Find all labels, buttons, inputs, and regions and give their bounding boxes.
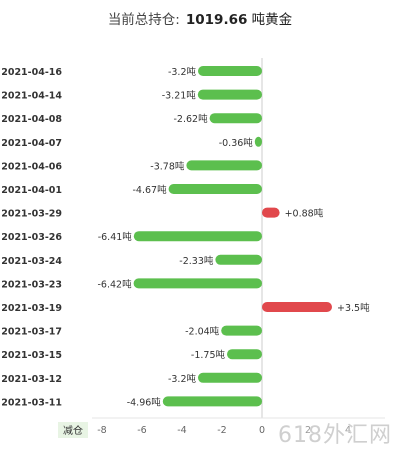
value-label: -1.75吨: [191, 349, 226, 361]
x-tick-label: -8: [97, 425, 106, 436]
category-label: 2021-04-16: [1, 67, 62, 78]
category-label: 2021-03-19: [1, 303, 62, 314]
bar: [168, 184, 262, 194]
bar: [133, 231, 262, 242]
category-label: 2021-03-15: [1, 350, 62, 361]
title-value: 1019.66: [185, 12, 248, 28]
category-label: 2021-04-08: [1, 114, 62, 125]
bar: [209, 113, 262, 124]
category-label: 2021-03-12: [1, 374, 62, 385]
value-label: -2.04吨: [185, 326, 220, 338]
value-label: -6.41吨: [98, 231, 133, 243]
x-tick-label: -6: [137, 425, 146, 436]
category-label: 2021-03-17: [1, 327, 62, 338]
bar: [186, 160, 262, 171]
bar: [221, 325, 262, 336]
value-label: -3.78吨: [150, 160, 185, 172]
value-label: -4.96吨: [127, 396, 162, 408]
bar: [198, 372, 262, 383]
bar: [198, 66, 262, 76]
bar: [197, 89, 262, 100]
value-label: +0.88吨: [285, 208, 324, 220]
category-label: 2021-03-23: [1, 279, 62, 290]
category-label: 2021-04-06: [1, 161, 62, 172]
bar: [262, 302, 332, 312]
bar: [133, 278, 262, 289]
value-label: -3.2吨: [168, 66, 197, 78]
x-tick-label: 4: [345, 425, 351, 436]
legend-label: 减仓: [63, 424, 83, 437]
value-label: -3.2吨: [168, 373, 197, 385]
chart-title: 当前总持仓: 1019.66 吨黄金: [0, 8, 400, 28]
watermark-text: 618外汇网: [278, 423, 392, 448]
value-label: -3.21吨: [162, 90, 197, 102]
x-tick-label: -4: [177, 425, 186, 436]
x-tick-label: -2: [217, 425, 226, 436]
category-label: 2021-03-24: [1, 256, 62, 267]
value-label: -2.62吨: [174, 113, 209, 125]
x-tick-label: 0: [259, 425, 265, 436]
category-label: 2021-04-01: [1, 185, 62, 196]
category-label: 2021-04-07: [1, 138, 62, 149]
category-label: 2021-03-29: [1, 209, 62, 220]
value-label: -4.67吨: [133, 184, 168, 196]
legend-chip: [58, 422, 88, 438]
category-label: 2021-04-14: [1, 91, 62, 102]
category-label: 2021-03-11: [1, 397, 62, 408]
bar: [254, 136, 262, 147]
title-label: 当前总持仓:: [107, 12, 180, 28]
bar: [227, 349, 262, 360]
value-label: -2.33吨: [179, 255, 214, 267]
bar: [162, 396, 262, 407]
bar: [262, 207, 280, 218]
value-label: +3.5吨: [337, 302, 370, 314]
value-label: -0.36吨: [219, 137, 254, 149]
bar: [215, 254, 262, 265]
category-label: 2021-03-26: [1, 232, 62, 243]
title-unit: 吨黄金: [251, 12, 293, 28]
value-label: -6.42吨: [98, 278, 133, 290]
x-tick-label: 2: [305, 425, 311, 436]
